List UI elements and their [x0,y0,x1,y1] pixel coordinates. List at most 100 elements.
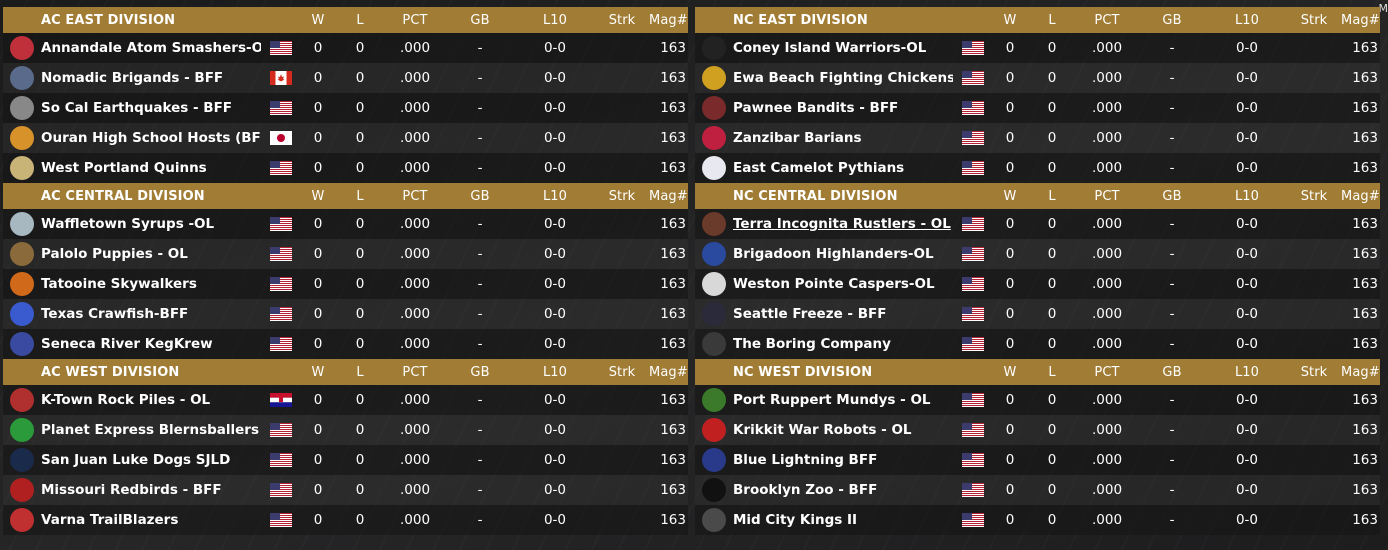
col-header-l[interactable]: L [356,12,364,28]
team-name[interactable]: The Boring Company [733,336,891,352]
team-row[interactable]: Brigadoon Highlanders-OL 0 0 .000 - 0-0 163 [695,239,1380,269]
col-header-gb[interactable]: GB [470,12,490,28]
col-header-strk[interactable]: Strk [1300,12,1328,28]
team-name[interactable]: Nomadic Brigands - BFF [41,70,224,86]
team-row[interactable]: Krikkit War Robots - OL 0 0 .000 - 0-0 163 [695,415,1380,445]
team-name[interactable]: K-Town Rock Piles - OL [41,392,211,408]
team-name[interactable]: Pawnee Bandits - BFF [733,100,899,116]
col-header-l[interactable]: L [1048,12,1056,28]
team-row[interactable]: Terra Incognita Rustlers - OL 0 0 .000 - 0-0 1… [695,209,1380,239]
team-name[interactable]: Seattle Freeze - BFF [733,306,887,322]
team-name[interactable]: Coney Island Warriors-OL [733,40,927,56]
team-row[interactable]: K-Town Rock Piles - OL 0 0 .000 - 0-0 163 [3,385,688,415]
col-header-pct[interactable]: PCT [1094,188,1120,204]
team-row[interactable]: Planet Express Blernsballers 0 0 .000 - 0-0 16… [3,415,688,445]
col-header-l[interactable]: L [1048,188,1056,204]
team-row[interactable]: Port Ruppert Mundys - OL 0 0 .000 - 0-0 163 [695,385,1380,415]
team-name[interactable]: Krikkit War Robots - OL [733,422,912,438]
col-header-mag[interactable]: Mag# [649,12,688,28]
col-header-pct[interactable]: PCT [402,364,428,380]
col-header-mag[interactable]: Mag# [1341,12,1380,28]
team-row[interactable]: Missouri Redbirds - BFF 0 0 .000 - 0-0 163 [3,475,688,505]
team-row[interactable]: San Juan Luke Dogs SJLD 0 0 .000 - 0-0 163 [3,445,688,475]
team-row[interactable]: Ewa Beach Fighting Chickens - 0 0 .000 - 0-0 1… [695,63,1380,93]
team-name[interactable]: Terra Incognita Rustlers - OL [733,216,951,232]
col-header-l10[interactable]: L10 [1234,364,1260,380]
col-header-pct[interactable]: PCT [402,188,428,204]
col-header-gb[interactable]: GB [470,364,490,380]
col-header-strk[interactable]: Strk [1300,364,1328,380]
team-name[interactable]: East Camelot Pythians [733,160,905,176]
team-name[interactable]: San Juan Luke Dogs SJLD [41,452,231,468]
col-header-w[interactable]: W [311,364,325,380]
col-header-mag[interactable]: Mag# [649,364,688,380]
team-row[interactable]: West Portland Quinns 0 0 .000 - 0-0 163 [3,153,688,183]
team-row[interactable]: Coney Island Warriors-OL 0 0 .000 - 0-0 163 [695,33,1380,63]
col-header-w[interactable]: W [311,188,325,204]
team-name[interactable]: Varna TrailBlazers [41,512,179,528]
team-name[interactable]: Port Ruppert Mundys - OL [733,392,931,408]
col-header-strk[interactable]: Strk [608,364,636,380]
col-header-mag[interactable]: Mag# [649,188,688,204]
col-header-gb[interactable]: GB [1162,12,1182,28]
team-name[interactable]: Palolo Puppies - OL [41,246,188,262]
col-header-l10[interactable]: L10 [542,364,568,380]
team-name[interactable]: Seneca River KegKrew [41,336,213,352]
col-header-pct[interactable]: PCT [402,12,428,28]
col-header-strk[interactable]: Strk [608,188,636,204]
team-name[interactable]: Texas Crawfish-BFF [41,306,189,322]
team-name[interactable]: Tatooine Skywalkers [41,276,197,292]
col-header-gb[interactable]: GB [470,188,490,204]
team-name[interactable]: West Portland Quinns [41,160,207,176]
col-header-strk[interactable]: Strk [1300,188,1328,204]
team-row[interactable]: Pawnee Bandits - BFF 0 0 .000 - 0-0 163 [695,93,1380,123]
col-header-w[interactable]: W [1003,364,1017,380]
team-row[interactable]: Zanzibar Barians 0 0 .000 - 0-0 163 [695,123,1380,153]
team-row[interactable]: The Boring Company 0 0 .000 - 0-0 163 [695,329,1380,359]
team-row[interactable]: Seattle Freeze - BFF 0 0 .000 - 0-0 163 [695,299,1380,329]
col-header-pct[interactable]: PCT [1094,12,1120,28]
col-header-w[interactable]: W [311,12,325,28]
team-name[interactable]: Zanzibar Barians [733,130,862,146]
team-row[interactable]: Weston Pointe Caspers-OL 0 0 .000 - 0-0 163 [695,269,1380,299]
team-name[interactable]: Annandale Atom Smashers-OL [41,40,261,56]
col-header-l[interactable]: L [1048,364,1056,380]
col-header-l10[interactable]: L10 [1234,12,1260,28]
col-header-gb[interactable]: GB [1162,188,1182,204]
col-header-l[interactable]: L [356,364,364,380]
team-row[interactable]: Ouran High School Hosts (BFF) 0 0 .000 - 0-0 1… [3,123,688,153]
team-row[interactable]: Mid City Kings II 0 0 .000 - 0-0 163 [695,505,1380,535]
col-header-gb[interactable]: GB [1162,364,1182,380]
col-header-mag[interactable]: Mag# [1341,188,1380,204]
team-name[interactable]: Brigadoon Highlanders-OL [733,246,934,262]
team-row[interactable]: Seneca River KegKrew 0 0 .000 - 0-0 163 [3,329,688,359]
col-header-mag[interactable]: Mag# [1341,364,1380,380]
col-header-pct[interactable]: PCT [1094,364,1120,380]
team-name[interactable]: Waffletown Syrups -OL [41,216,215,232]
col-header-l10[interactable]: L10 [542,12,568,28]
col-header-l[interactable]: L [356,188,364,204]
team-name[interactable]: Missouri Redbirds - BFF [41,482,222,498]
team-name[interactable]: Blue Lightning BFF [733,452,878,468]
col-header-strk[interactable]: Strk [608,12,636,28]
team-row[interactable]: Varna TrailBlazers 0 0 .000 - 0-0 163 [3,505,688,535]
team-name[interactable]: Brooklyn Zoo - BFF [733,482,878,498]
team-name[interactable]: Ewa Beach Fighting Chickens - [733,70,953,86]
team-row[interactable]: Waffletown Syrups -OL 0 0 .000 - 0-0 163 [3,209,688,239]
team-name[interactable]: Mid City Kings II [733,512,858,528]
team-name[interactable]: Planet Express Blernsballers [41,422,259,438]
team-name[interactable]: Ouran High School Hosts (BFF) [41,130,261,146]
col-header-w[interactable]: W [1003,12,1017,28]
team-row[interactable]: Palolo Puppies - OL 0 0 .000 - 0-0 163 [3,239,688,269]
team-row[interactable]: So Cal Earthquakes - BFF 0 0 .000 - 0-0 163 [3,93,688,123]
team-name[interactable]: So Cal Earthquakes - BFF [41,100,233,116]
team-row[interactable]: Annandale Atom Smashers-OL 0 0 .000 - 0-0 163 [3,33,688,63]
team-row[interactable]: Tatooine Skywalkers 0 0 .000 - 0-0 163 [3,269,688,299]
team-name[interactable]: Weston Pointe Caspers-OL [733,276,935,292]
team-row[interactable]: Nomadic Brigands - BFF 0 0 .000 - 0-0 163 [3,63,688,93]
team-row[interactable]: Blue Lightning BFF 0 0 .000 - 0-0 163 [695,445,1380,475]
team-row[interactable]: Texas Crawfish-BFF 0 0 .000 - 0-0 163 [3,299,688,329]
col-header-l10[interactable]: L10 [1234,188,1260,204]
team-row[interactable]: Brooklyn Zoo - BFF 0 0 .000 - 0-0 163 [695,475,1380,505]
team-row[interactable]: East Camelot Pythians 0 0 .000 - 0-0 163 [695,153,1380,183]
